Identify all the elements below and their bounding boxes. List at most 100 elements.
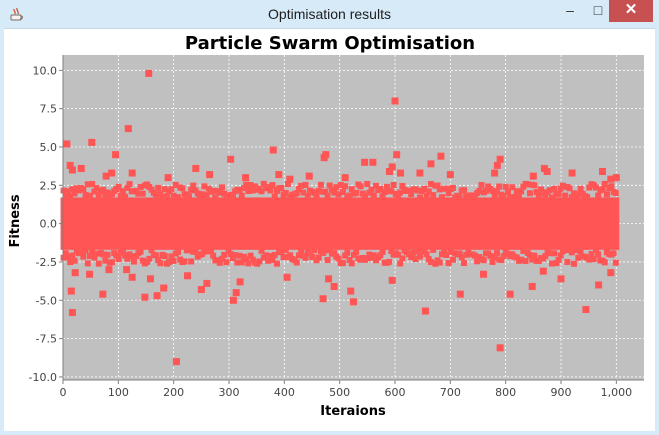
data-point — [95, 192, 102, 199]
data-point — [430, 246, 437, 253]
data-point — [577, 248, 584, 255]
data-point — [353, 189, 360, 196]
data-point — [236, 252, 243, 259]
data-point — [161, 186, 168, 193]
data-point — [60, 187, 67, 194]
data-point — [108, 259, 115, 266]
data-point — [447, 248, 454, 255]
data-point — [242, 174, 250, 182]
data-point — [245, 188, 252, 195]
x-tick-label: 100 — [108, 386, 129, 399]
data-point — [207, 248, 214, 255]
data-point — [293, 259, 300, 266]
data-point — [122, 193, 129, 200]
window-frame-left — [0, 28, 4, 435]
data-point — [91, 188, 98, 195]
data-point — [568, 194, 575, 201]
data-point — [412, 256, 419, 263]
data-point — [491, 169, 499, 177]
data-point — [487, 252, 494, 259]
data-point — [71, 269, 79, 277]
data-point — [476, 187, 483, 194]
data-point — [416, 169, 424, 177]
data-point — [229, 194, 236, 201]
data-point — [216, 189, 223, 196]
data-point — [67, 287, 75, 295]
data-point — [482, 187, 489, 194]
data-point — [287, 252, 294, 259]
title-bar[interactable]: Optimisation results – □ ✕ — [0, 0, 659, 29]
data-point — [126, 181, 133, 188]
data-point — [456, 193, 463, 200]
data-point — [369, 158, 377, 166]
data-point — [174, 248, 181, 255]
data-point — [247, 182, 254, 189]
data-point — [210, 187, 217, 194]
data-point — [357, 183, 364, 190]
data-point — [573, 247, 580, 254]
data-point — [128, 253, 135, 260]
data-point — [315, 254, 322, 261]
data-point — [460, 260, 467, 267]
data-point — [78, 249, 85, 256]
close-button[interactable]: ✕ — [609, 0, 653, 22]
data-point — [278, 184, 285, 191]
data-point — [493, 249, 500, 256]
data-point — [390, 182, 397, 189]
data-point — [238, 192, 245, 199]
data-point — [271, 193, 278, 200]
maximize-button[interactable]: □ — [593, 2, 603, 18]
data-point — [379, 193, 386, 200]
data-point — [595, 281, 603, 289]
data-point — [305, 172, 313, 180]
data-point — [379, 248, 386, 255]
data-point — [584, 194, 591, 201]
data-point — [265, 257, 272, 264]
data-point — [478, 181, 485, 188]
data-point — [251, 183, 258, 190]
data-point — [364, 255, 371, 262]
data-point — [399, 255, 406, 262]
data-point — [80, 253, 87, 260]
data-point — [361, 192, 368, 199]
data-point — [122, 252, 129, 259]
data-point — [317, 181, 324, 188]
data-point — [152, 252, 159, 259]
data-point — [397, 260, 404, 267]
data-point — [391, 97, 399, 105]
data-point — [240, 185, 247, 192]
data-point — [91, 254, 98, 261]
data-point — [542, 193, 549, 200]
data-point — [273, 260, 280, 267]
data-point — [504, 188, 511, 195]
data-point — [298, 182, 305, 189]
window-frame-right — [655, 28, 659, 435]
data-point — [68, 309, 76, 317]
data-point — [388, 163, 396, 171]
data-point — [441, 247, 448, 254]
minimize-button[interactable]: – — [566, 2, 574, 18]
data-point — [522, 258, 529, 265]
data-point — [339, 189, 346, 196]
data-point — [502, 247, 509, 254]
data-point — [601, 180, 608, 187]
data-point — [518, 256, 525, 263]
data-point — [221, 251, 228, 258]
data-point — [531, 182, 538, 189]
data-point — [480, 270, 488, 278]
data-point — [612, 259, 619, 266]
data-point — [416, 194, 423, 201]
data-point — [93, 185, 100, 192]
data-point — [421, 185, 428, 192]
data-point — [146, 275, 154, 283]
data-point — [518, 188, 525, 195]
data-point — [172, 358, 180, 366]
data-point — [84, 181, 91, 188]
data-point — [238, 259, 245, 266]
data-points — [63, 69, 620, 366]
data-point — [153, 292, 161, 300]
data-point — [330, 282, 338, 290]
data-point — [526, 190, 533, 197]
data-point — [229, 296, 237, 304]
data-point — [145, 69, 153, 77]
